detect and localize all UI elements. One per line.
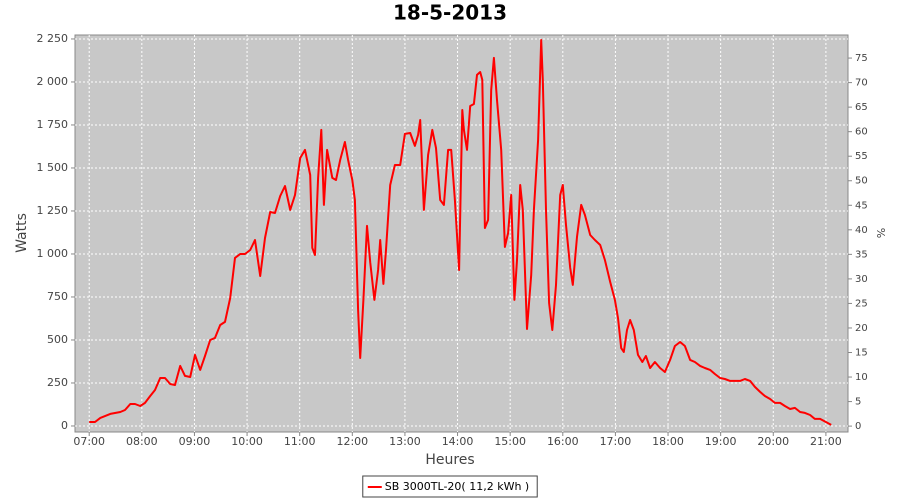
y2-tick-label: 55 [855,151,868,162]
y2-tick-label: 25 [855,298,868,309]
x-tick-label: 21:00 [810,435,842,448]
chart-title: 18-5-2013 [393,1,507,25]
x-tick-label: 07:00 [73,435,105,448]
x-tick-label: 08:00 [126,435,158,448]
y-tick-label: 250 [47,376,68,389]
y2-tick-label: 70 [855,78,868,89]
y-axis-title: Watts [14,213,30,253]
y2-tick-label: 5 [855,397,861,408]
y2-tick-label: 45 [855,200,868,211]
x-tick-label: 12:00 [336,435,368,448]
x-tick-label: 13:00 [389,435,421,448]
y-tick-label: 750 [47,290,68,303]
legend-label: SB 3000TL-20( 11,2 kWh ) [385,480,529,493]
x-axis-title: Heures [425,452,474,468]
legend-box [362,475,538,498]
legend: SB 3000TL-20( 11,2 kWh ) [362,475,538,498]
x-tick-label: 18:00 [652,435,684,448]
y2-tick-label: 10 [855,372,868,383]
y2-axis-title: % [875,228,888,238]
y2-tick-label: 0 [855,421,861,432]
y-tick-label: 2 250 [37,32,69,45]
x-tick-label: 14:00 [442,435,474,448]
x-tick-label: 19:00 [705,435,737,448]
y-tick-label: 1 750 [37,118,69,131]
y-tick-label: 1 000 [37,247,69,260]
x-tick-label: 11:00 [284,435,316,448]
y2-tick-label: 60 [855,127,868,138]
x-tick-label: 17:00 [600,435,632,448]
y-tick-label: 1 250 [37,204,69,217]
plot-area [74,34,849,433]
y2-tick-label: 40 [855,225,868,236]
x-tick-label: 16:00 [547,435,579,448]
y2-tick-label: 20 [855,323,868,334]
x-tick-label: 10:00 [231,435,263,448]
x-tick-label: 09:00 [179,435,211,448]
y2-tick-label: 65 [855,102,868,113]
x-tick-label: 15:00 [494,435,526,448]
y2-tick-label: 35 [855,249,868,260]
y2-tick-label: 50 [855,176,868,187]
y2-tick-label: 30 [855,274,868,285]
y-tick-label: 1 500 [37,161,69,174]
line-series [89,39,832,426]
y-tick-label: 500 [47,333,68,346]
y2-tick-label: 75 [855,53,868,64]
y-tick-label: 0 [61,419,68,432]
y2-tick-label: 15 [855,348,868,359]
x-tick-label: 20:00 [757,435,789,448]
y-tick-label: 2 000 [37,75,69,88]
